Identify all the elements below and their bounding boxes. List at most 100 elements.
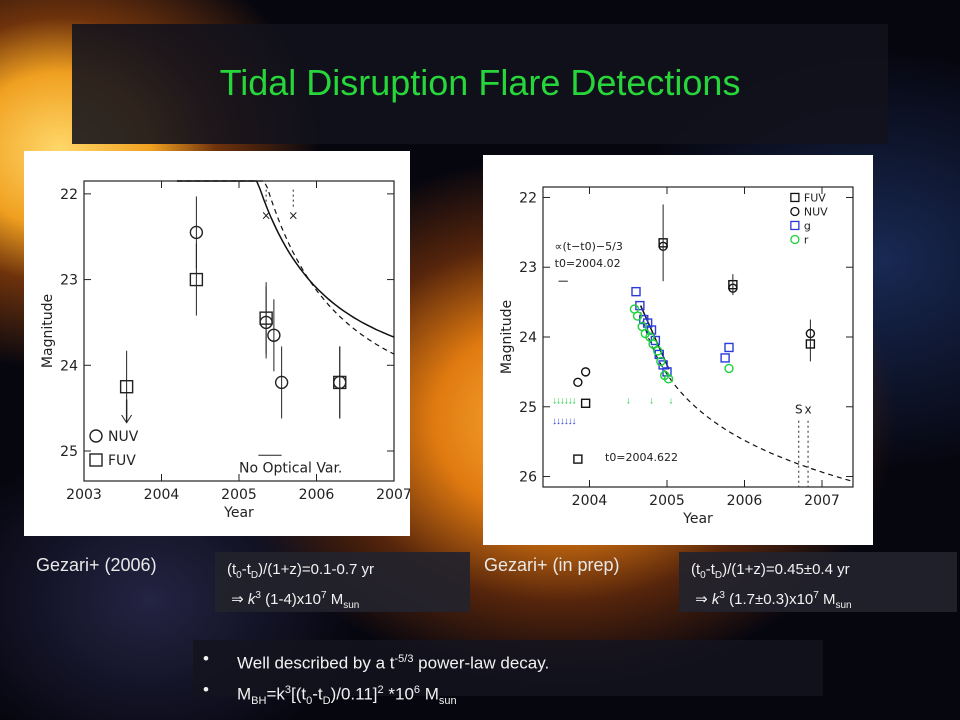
limit-arrow-g: ↓ (568, 416, 573, 427)
bullet-dot: • (203, 679, 209, 699)
y-tick-label: 25 (60, 444, 78, 460)
upper-limit-mark: x (804, 403, 811, 417)
data-point-nuv (189, 225, 204, 240)
left-caption: Gezari+ (2006) (36, 555, 157, 575)
limit-arrow-g: ↓ (552, 416, 557, 427)
legend-fuv-label: FUV (108, 453, 136, 469)
limit-arrow-r: ↓ (564, 395, 569, 406)
y-tick-label: 23 (519, 260, 537, 276)
x-axis-label: Year (682, 511, 713, 527)
data-point-fuv (259, 311, 273, 325)
data-point-nuv (267, 328, 281, 342)
x-tick-label: 2007 (376, 487, 410, 503)
limit-arrow-r: ↓ (626, 395, 631, 406)
x-tick-label: 2006 (299, 487, 335, 503)
right-chart: 2004 2005 2006 2007 22 23 24 25 26 Year Magnitude ↓… (499, 186, 854, 527)
data-point-nuv (573, 377, 583, 388)
legend-label: r (804, 233, 809, 246)
left-formula-box: (t0-tD)/(1+z)=0.1-0.7 yr ⇒ k3 (1-4)x107 … (215, 552, 470, 612)
data-point-fuv (119, 380, 134, 394)
data-point-nuv (274, 375, 289, 390)
y-axis-label: Magnitude (40, 294, 56, 368)
y-tick-label: 26 (519, 470, 537, 486)
legend-nuv-marker (89, 429, 103, 443)
data-point-r (652, 346, 663, 356)
right-light-curve-figure: 2004 2005 2006 2007 22 23 24 25 26 Year Magnitude ↓… (483, 155, 873, 545)
left-chart: 2003 2004 2005 2006 2007 22 23 24 25 Year Magnitud… (40, 180, 410, 521)
y-tick-label: 23 (60, 273, 78, 289)
y-tick-label: 22 (519, 190, 537, 206)
data-point-fuv (580, 398, 591, 408)
data-point-fuv (573, 454, 583, 464)
left-formula-line1: (t0-tD)/(1+z)=0.1-0.7 yr (227, 561, 375, 581)
bullet-list: • Well described by a t-5/3 power-law dec… (193, 640, 823, 707)
legend-label: NUV (804, 205, 828, 218)
limit-arrow-head (121, 414, 133, 424)
upper-limit-mark: S (795, 403, 803, 417)
annotation-t0-second: t0=2004.622 (605, 451, 678, 464)
limit-arrow-r: ↓ (560, 395, 565, 406)
data-point-fuv (189, 272, 204, 287)
limit-arrow-g: ↓ (556, 416, 561, 427)
y-tick-label: 24 (60, 358, 78, 374)
model-curve-solid (177, 180, 395, 338)
upper-limit-mark: × (288, 208, 298, 222)
limit-arrow-g: ↓ (564, 416, 569, 427)
limit-arrow-r: ↓ (552, 395, 557, 406)
data-point-fuv (333, 375, 347, 390)
y-tick-label: 25 (519, 400, 537, 416)
limit-arrow-r: ↓ (649, 395, 654, 406)
x-tick-label: 2005 (221, 487, 257, 503)
bullet-item: • Well described by a t-5/3 power-law dec… (193, 646, 823, 677)
legend-fuv-marker (89, 453, 103, 467)
y-tick-label: 22 (60, 187, 78, 203)
legend-label: g (804, 219, 811, 232)
x-tick-label: 2005 (649, 493, 685, 509)
x-tick-label: 2006 (727, 493, 763, 509)
model-curve-dashed (177, 180, 395, 355)
limit-arrow-r: ↓ (568, 395, 573, 406)
model-curve-dashed (640, 312, 854, 482)
limit-arrow-r: ↓ (572, 395, 577, 406)
data-point-r (663, 374, 674, 384)
annotation-no-optical-var: No Optical Var. (239, 460, 342, 476)
left-light-curve-figure: 2003 2004 2005 2006 2007 22 23 24 25 Year Magnitud… (24, 151, 410, 536)
right-formula-line2: ⇒ k3 (1.7±0.3)x107 Msun (691, 590, 852, 611)
annotation-power-law: ∝(t−t0)−5/3 (555, 240, 623, 253)
x-tick-label: 2007 (804, 493, 840, 509)
legend-marker (790, 220, 800, 231)
x-axis-label: Year (223, 505, 254, 521)
data-point-r (648, 339, 658, 349)
limit-arrow-g: ↓ (560, 416, 565, 427)
data-point-r (724, 363, 734, 374)
limit-arrow-r: ↓ (668, 395, 673, 406)
data-point-g (631, 286, 641, 297)
annotation-t0-first: t0=2004.02 (555, 257, 621, 270)
limit-arrow-r: ↓ (556, 395, 561, 406)
data-point-r (632, 311, 643, 321)
upper-limit-mark: × (261, 208, 271, 222)
left-formula-line2: ⇒ k3 (1-4)x107 Msun (227, 590, 360, 611)
right-formula-box: (t0-tD)/(1+z)=0.45±0.4 yr ⇒ k3 (1.7±0.3)… (679, 552, 957, 612)
bullet-dot: • (203, 649, 209, 668)
legend-marker (790, 192, 800, 203)
data-point-r (656, 356, 666, 367)
title-band (72, 24, 888, 144)
data-point-g (724, 342, 734, 353)
y-tick-label: 24 (519, 330, 537, 346)
legend-marker (790, 234, 800, 245)
slide-title: Tidal Disruption Flare Detections (219, 62, 741, 103)
data-point-nuv (580, 367, 591, 377)
legend-nuv-label: NUV (108, 429, 139, 445)
x-tick-label: 2003 (66, 487, 102, 503)
right-formula-line1: (t0-tD)/(1+z)=0.45±0.4 yr (691, 561, 850, 581)
y-axis-label: Magnitude (499, 300, 515, 374)
limit-arrow-g: ↓ (572, 416, 577, 427)
legend-label: FUV (804, 191, 826, 204)
legend-marker (790, 206, 800, 217)
bullet-item: • MBH=k3[(t0-tD)/0.11]2 *106 Msun (193, 677, 823, 714)
x-tick-label: 2004 (572, 493, 608, 509)
right-caption: Gezari+ (in prep) (484, 555, 620, 575)
data-point-g (720, 353, 730, 363)
x-tick-label: 2004 (144, 487, 180, 503)
